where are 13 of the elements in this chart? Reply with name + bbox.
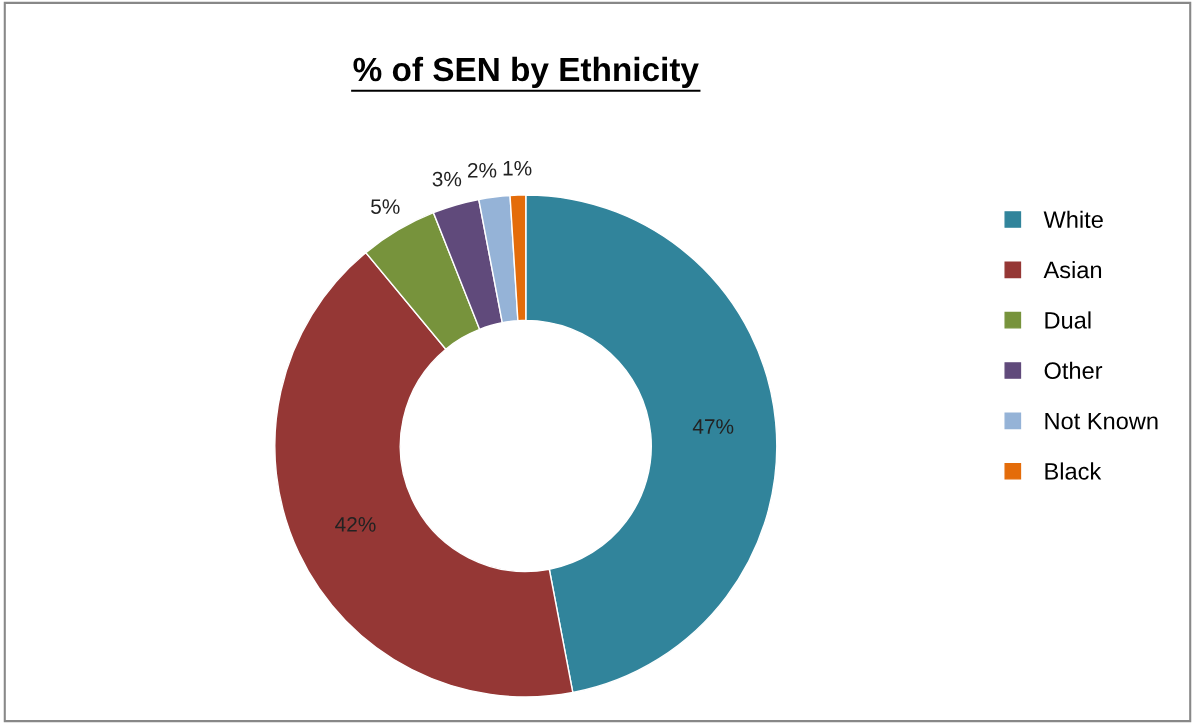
data-label: 42%: [335, 516, 376, 532]
legend-label: Not Known: [1045, 412, 1158, 430]
data-label: 2%: [467, 162, 497, 178]
legend-label: Asian: [1043, 261, 1102, 279]
legend-label: Black: [1045, 462, 1102, 480]
legend-label: Other: [1044, 361, 1103, 380]
data-label: 1%: [503, 160, 532, 176]
chart-title: % of SEN by Ethnicity: [353, 56, 699, 88]
legend-label: White: [1043, 210, 1103, 228]
data-label: 47%: [692, 419, 734, 434]
data-label: 3%: [432, 171, 462, 187]
legend-label: Dual: [1045, 311, 1091, 329]
data-label: 5%: [371, 199, 400, 214]
